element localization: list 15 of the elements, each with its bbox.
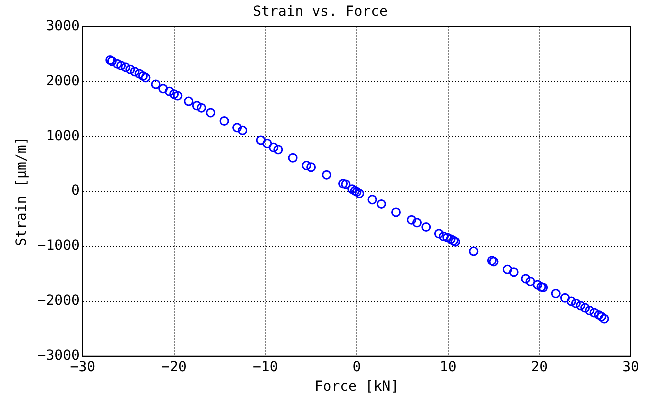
y-axis-title: Strain [μm/m]	[14, 136, 30, 246]
y-tick-label: −2000	[38, 293, 80, 310]
y-tick-label: 0	[72, 183, 80, 200]
x-tick-label: −20	[162, 359, 187, 376]
y-tick-label: 1000	[46, 128, 80, 144]
x-axis-title: Force [kN]	[314, 379, 400, 396]
x-tick-label: 0	[352, 359, 362, 376]
y-tick-label: 3000	[46, 18, 80, 34]
y-tick-label: 2000	[46, 73, 80, 90]
y-tick-label: −1000	[38, 238, 80, 254]
x-tick-label: 20	[531, 359, 548, 376]
x-tick-label: 10	[440, 359, 457, 376]
x-tick-label: −10	[252, 359, 278, 376]
chart-title: Strain vs. Force	[253, 4, 388, 20]
x-tick-label: 30	[622, 359, 640, 376]
